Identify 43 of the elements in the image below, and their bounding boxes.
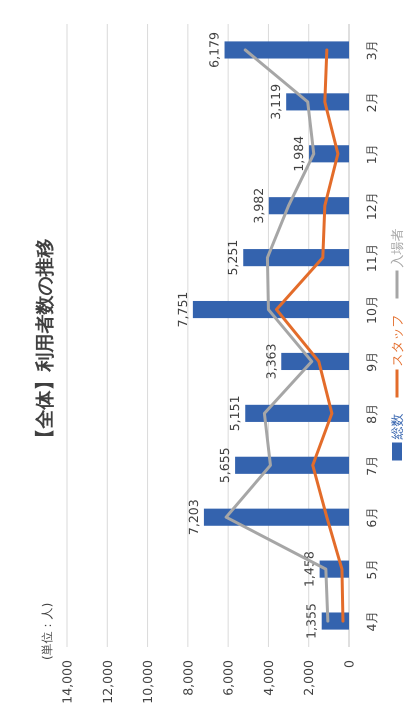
data-label: 1,984 bbox=[291, 136, 306, 172]
y-tick-label: 2月 bbox=[364, 91, 379, 112]
x-tick-label: 12,000 bbox=[100, 660, 115, 704]
data-label: 3,119 bbox=[268, 84, 284, 120]
data-label: 1,355 bbox=[304, 603, 319, 639]
text: 【全体】利用者数の推移 bbox=[34, 238, 56, 448]
x-tick-label: 2,000 bbox=[301, 660, 316, 696]
data-label: 5,151 bbox=[227, 395, 242, 432]
bar bbox=[192, 300, 349, 318]
y-tick-label: 5月 bbox=[364, 558, 379, 580]
text: (単位：人) bbox=[40, 602, 54, 660]
bar bbox=[204, 508, 349, 526]
x-tick-label: 8,000 bbox=[180, 660, 196, 696]
bar bbox=[268, 197, 349, 214]
x-tick-label: 6,000 bbox=[220, 660, 236, 696]
x-tick-label: 10,000 bbox=[140, 660, 156, 704]
y-tick-label: 10月 bbox=[364, 295, 379, 324]
y-tick-label: 11月 bbox=[364, 243, 379, 272]
data-label: 3,982 bbox=[250, 188, 266, 224]
y-tick-label: 12月 bbox=[364, 191, 379, 220]
data-label: 5,251 bbox=[225, 240, 240, 276]
x-tick-label: 4,000 bbox=[260, 660, 276, 696]
y-tick-label: 9月 bbox=[364, 350, 379, 372]
x-tick-label: 0 bbox=[342, 660, 356, 668]
bar bbox=[224, 41, 349, 59]
x-tick-label: 14,000 bbox=[60, 660, 74, 704]
data-label: 3,363 bbox=[263, 344, 278, 380]
legend-label: スタッフ bbox=[390, 314, 406, 366]
legend-label: 入場者 bbox=[390, 228, 406, 268]
bar bbox=[235, 456, 349, 474]
y-tick-label: 6月 bbox=[364, 506, 379, 528]
bar bbox=[245, 404, 349, 422]
bar bbox=[243, 249, 349, 266]
y-tick-label: 4月 bbox=[364, 610, 379, 632]
y-tick-label: 1月 bbox=[364, 143, 379, 164]
data-label: 6,179 bbox=[206, 32, 222, 68]
data-label: 7,751 bbox=[174, 292, 190, 328]
y-tick-label: 3月 bbox=[364, 39, 379, 60]
data-label: 5,655 bbox=[217, 447, 232, 484]
legend-label: 総数 bbox=[390, 414, 406, 440]
data-label: 7,203 bbox=[186, 499, 201, 536]
y-tick-label: 7月 bbox=[364, 454, 379, 476]
y-tick-label: 8月 bbox=[364, 402, 379, 424]
